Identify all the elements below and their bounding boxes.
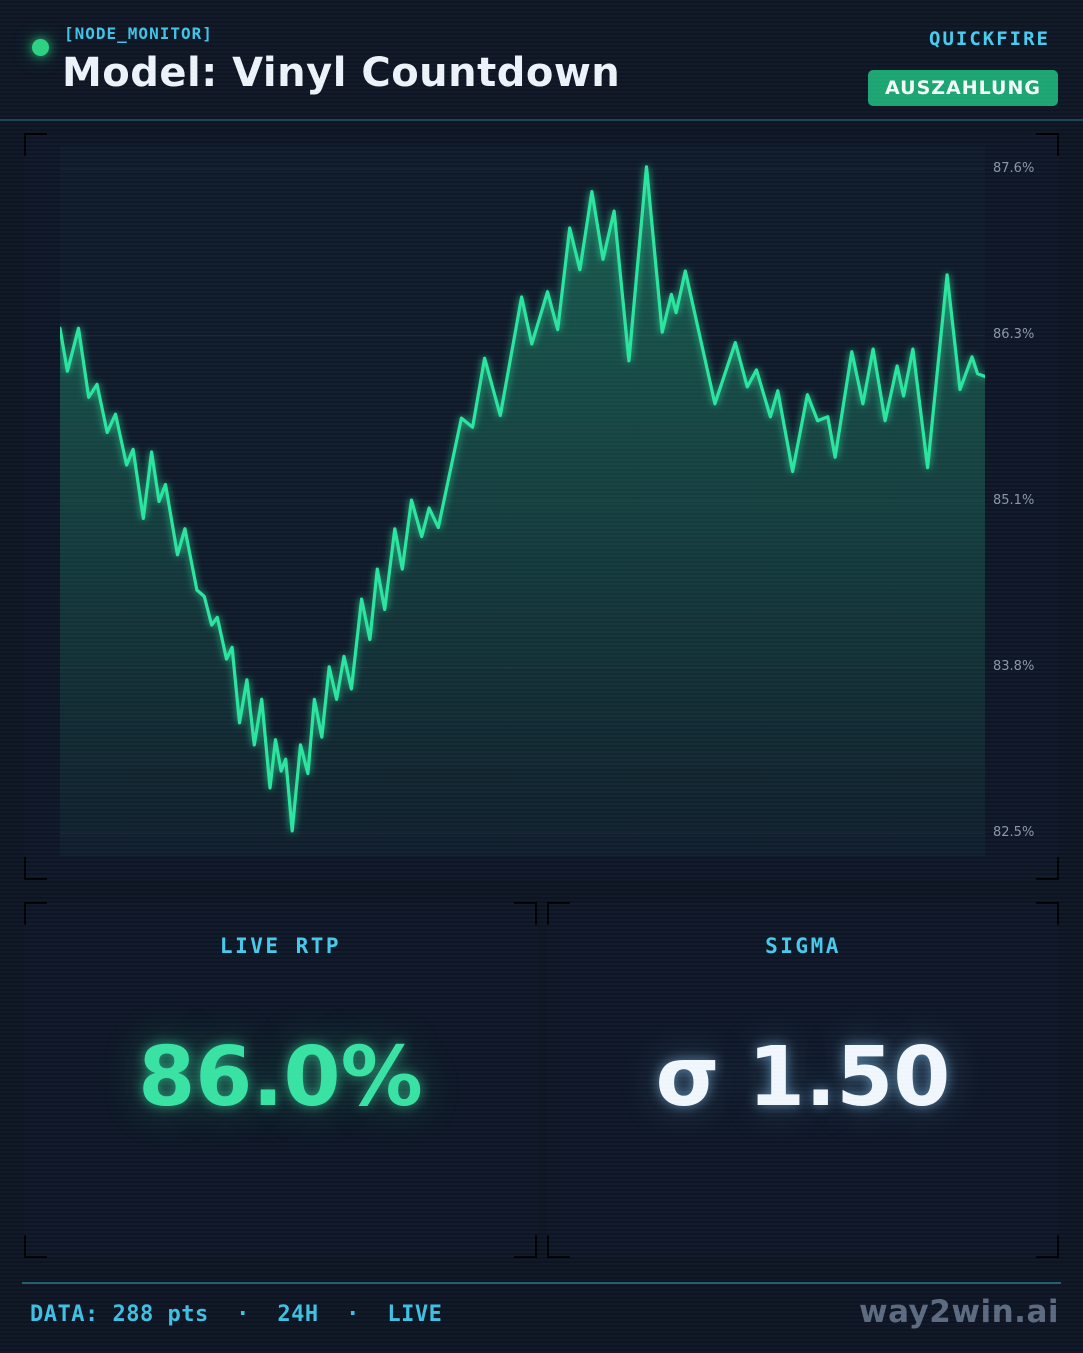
y-axis-label: 83.8% [993, 659, 1035, 675]
mode-label: QUICKFIRE [929, 28, 1050, 50]
corner-bracket [514, 902, 537, 925]
corner-bracket [1036, 133, 1059, 156]
y-axis: 87.6% 86.3% 85.1% 83.8% 82.5% [993, 146, 1059, 856]
node-monitor-eyebrow: [NODE_MONITOR] [64, 24, 213, 43]
y-axis-label: 85.1% [993, 493, 1035, 509]
live-rtp-value: 86.0% [138, 1030, 423, 1125]
rtp-chart-panel: 87.6% 86.3% 85.1% 83.8% 82.5% [24, 133, 1059, 880]
header: [NODE_MONITOR] Model: Vinyl Countdown QU… [0, 0, 1083, 121]
corner-bracket [1036, 1235, 1059, 1258]
corner-bracket [24, 857, 47, 880]
rtp-line-chart [60, 165, 985, 856]
corner-bracket [514, 1235, 537, 1258]
corner-bracket [547, 902, 570, 925]
corner-bracket [24, 902, 47, 925]
live-rtp-panel: LIVE RTP 86.0% [24, 902, 537, 1258]
live-rtp-label: LIVE RTP [219, 934, 342, 958]
brand-watermark: way2win.ai [858, 1294, 1059, 1330]
y-axis-label: 87.6% [993, 161, 1035, 177]
chart-line [60, 165, 985, 833]
data-stats-line: DATA: 288 pts · 24H · LIVE [30, 1302, 443, 1327]
y-axis-label: 82.5% [993, 825, 1035, 841]
y-axis-label: 86.3% [993, 327, 1035, 343]
page-title: Model: Vinyl Countdown [62, 50, 621, 96]
footer-divider [22, 1282, 1061, 1284]
payout-button[interactable]: AUSZAHLUNG [868, 70, 1058, 106]
sigma-panel: SIGMA σ 1.50 [547, 902, 1059, 1258]
corner-bracket [547, 1235, 570, 1258]
corner-bracket [24, 133, 47, 156]
corner-bracket [1036, 857, 1059, 880]
sigma-value: σ 1.50 [655, 1030, 951, 1125]
status-indicator-dot [32, 39, 49, 56]
sigma-label: SIGMA [765, 934, 841, 958]
corner-bracket [1036, 902, 1059, 925]
chart-area-fill [60, 166, 985, 856]
corner-bracket [24, 1235, 47, 1258]
